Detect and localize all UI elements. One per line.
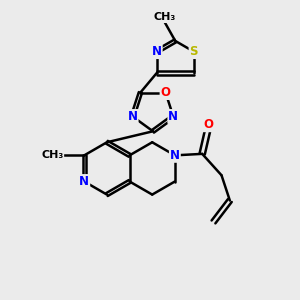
Text: N: N xyxy=(152,45,162,58)
Text: N: N xyxy=(128,110,138,123)
Text: N: N xyxy=(168,110,178,123)
Text: N: N xyxy=(170,149,180,162)
Text: O: O xyxy=(203,118,213,131)
Text: N: N xyxy=(79,175,89,188)
Text: S: S xyxy=(190,45,198,58)
Text: CH₃: CH₃ xyxy=(154,12,176,22)
Text: O: O xyxy=(160,86,171,99)
Text: CH₃: CH₃ xyxy=(41,150,63,160)
